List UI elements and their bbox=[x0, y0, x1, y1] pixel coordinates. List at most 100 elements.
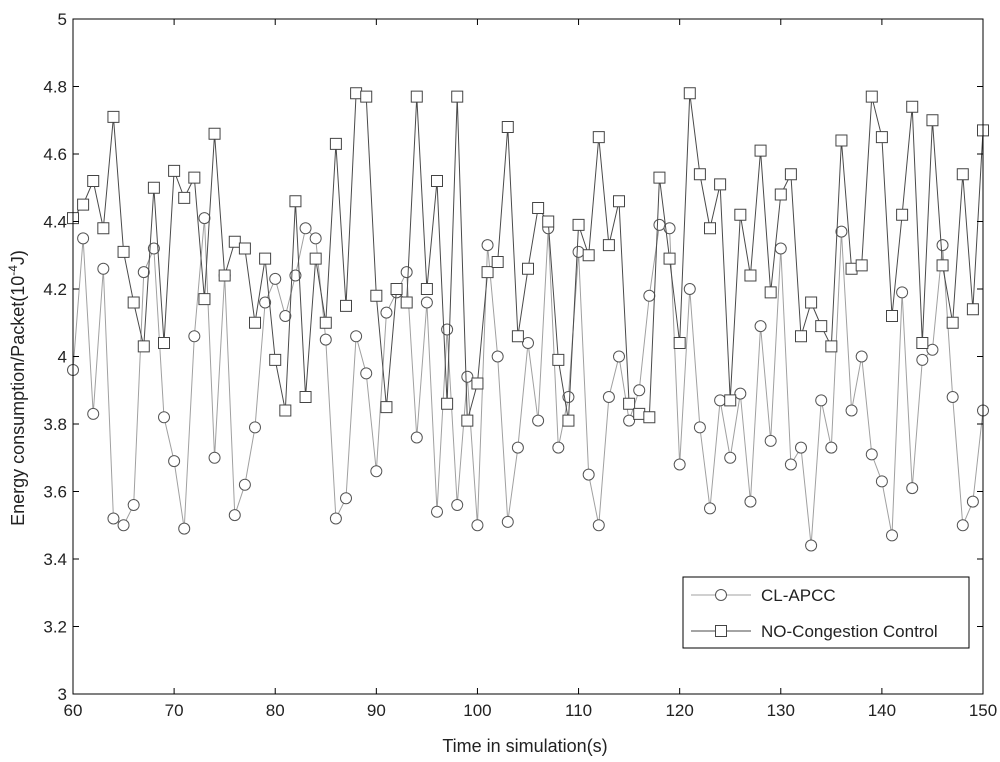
data-point bbox=[97, 222, 110, 235]
data-point bbox=[926, 114, 939, 127]
data-point bbox=[946, 391, 959, 403]
data-point bbox=[805, 539, 818, 552]
data-point bbox=[734, 208, 747, 221]
data-point bbox=[754, 144, 767, 157]
data-point bbox=[147, 181, 160, 194]
data-point bbox=[734, 387, 747, 400]
data-point bbox=[350, 87, 363, 100]
data-point bbox=[77, 232, 90, 245]
y-tick-label: 3 bbox=[58, 685, 67, 704]
data-point bbox=[693, 421, 706, 434]
data-point bbox=[158, 411, 170, 424]
data-point bbox=[370, 289, 383, 302]
data-point bbox=[522, 262, 534, 275]
data-point bbox=[481, 266, 494, 279]
legend: CL-APCC NO-Congestion Control bbox=[682, 576, 970, 649]
data-point bbox=[380, 401, 393, 414]
data-point bbox=[410, 90, 423, 103]
data-point bbox=[441, 397, 454, 410]
data-point bbox=[238, 478, 251, 491]
y-tick-label: 4 bbox=[58, 348, 67, 367]
y-tick-label: 3.2 bbox=[43, 618, 67, 637]
data-point bbox=[87, 175, 100, 187]
data-point bbox=[461, 370, 474, 383]
data-point bbox=[228, 509, 241, 522]
data-point bbox=[552, 441, 565, 454]
data-point bbox=[431, 175, 443, 187]
data-point bbox=[158, 337, 170, 349]
data-point bbox=[350, 330, 363, 343]
y-tick-label: 4.6 bbox=[43, 145, 67, 164]
data-point bbox=[319, 316, 332, 329]
data-point bbox=[865, 90, 878, 103]
data-point bbox=[592, 519, 605, 532]
x-tick-label: 100 bbox=[463, 701, 491, 720]
data-point bbox=[683, 87, 696, 100]
data-point bbox=[208, 451, 221, 464]
data-point bbox=[410, 431, 423, 444]
data-point bbox=[966, 495, 979, 508]
data-point bbox=[198, 212, 211, 225]
data-point bbox=[724, 451, 737, 464]
data-point bbox=[420, 283, 433, 295]
data-point bbox=[259, 252, 272, 265]
data-point bbox=[683, 283, 696, 295]
y-axis-title-exponent: -4 bbox=[6, 265, 20, 276]
data-point bbox=[906, 482, 919, 495]
data-point bbox=[704, 222, 716, 235]
data-point bbox=[137, 340, 150, 353]
data-point bbox=[168, 455, 181, 468]
y-tick-label: 3.8 bbox=[43, 415, 67, 434]
data-point bbox=[532, 202, 545, 214]
data-point bbox=[77, 198, 90, 211]
data-point bbox=[309, 232, 322, 245]
data-point bbox=[693, 168, 706, 181]
data-point bbox=[501, 515, 514, 528]
data-point bbox=[269, 272, 282, 285]
y-axis-title-main: Energy consumption/Packet(10 bbox=[8, 276, 28, 526]
data-point bbox=[825, 441, 838, 454]
data-point bbox=[269, 353, 282, 366]
data-point bbox=[633, 384, 646, 397]
data-point bbox=[431, 505, 443, 518]
data-point bbox=[936, 259, 949, 272]
data-point bbox=[815, 394, 828, 407]
y-tick-label: 4.2 bbox=[43, 280, 67, 299]
data-point bbox=[299, 222, 312, 235]
data-point bbox=[886, 310, 898, 322]
data-point bbox=[764, 286, 777, 299]
data-point bbox=[289, 195, 302, 208]
x-axis-title: Time in simulation(s) bbox=[442, 736, 607, 756]
data-point bbox=[188, 330, 201, 343]
data-point bbox=[602, 391, 615, 403]
data-point bbox=[238, 242, 251, 255]
data-point bbox=[774, 188, 787, 201]
data-point bbox=[178, 522, 191, 535]
data-point bbox=[562, 414, 575, 427]
data-point bbox=[471, 377, 484, 390]
data-point bbox=[875, 475, 888, 488]
y-axis-title: Energy consumption/Packet(10-4J) bbox=[6, 250, 28, 526]
data-point bbox=[461, 414, 474, 427]
data-point bbox=[289, 269, 302, 282]
data-point bbox=[390, 283, 403, 295]
data-point bbox=[107, 110, 120, 123]
data-point bbox=[643, 289, 656, 302]
x-tick-label: 80 bbox=[266, 701, 285, 720]
data-point bbox=[653, 171, 666, 184]
x-tick-label: 120 bbox=[665, 701, 693, 720]
data-point bbox=[835, 134, 848, 147]
data-point bbox=[623, 397, 636, 410]
x-tick-label: 60 bbox=[64, 701, 83, 720]
data-point bbox=[511, 330, 524, 343]
x-tick-label: 90 bbox=[367, 701, 386, 720]
data-point bbox=[137, 266, 150, 279]
series-layer bbox=[67, 87, 989, 552]
series-1 bbox=[67, 212, 989, 552]
data-point bbox=[451, 499, 464, 511]
legend-marker bbox=[715, 589, 727, 601]
data-point bbox=[956, 519, 969, 532]
data-point bbox=[815, 320, 828, 333]
data-point bbox=[704, 502, 716, 515]
